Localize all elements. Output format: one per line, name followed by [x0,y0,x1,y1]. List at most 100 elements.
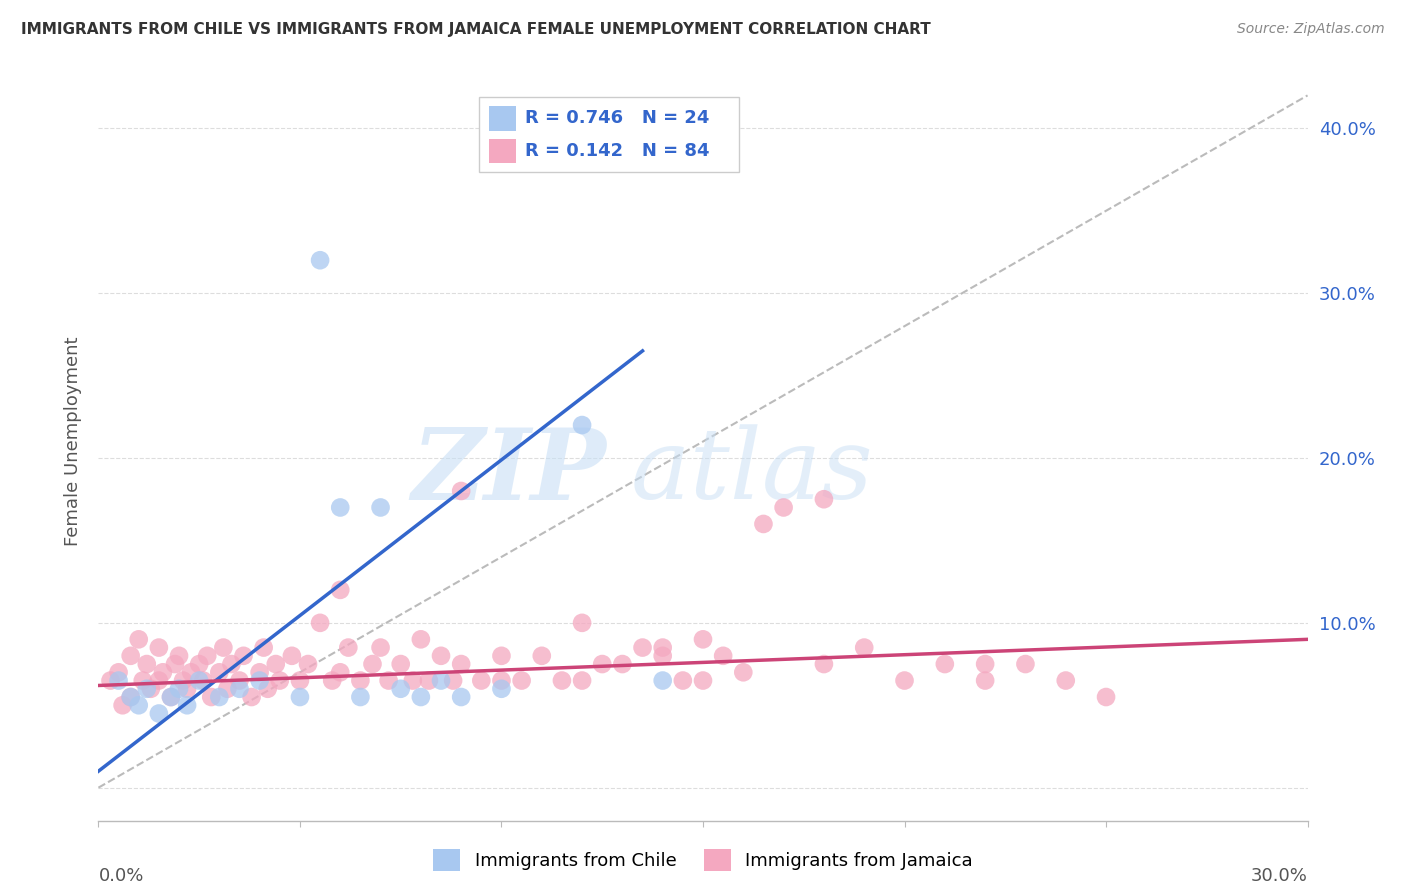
Point [120,690,142,704]
Point [329,665,352,680]
Point [772,500,794,515]
Point [176,698,198,713]
Point [240,690,263,704]
Point [148,673,170,688]
Point [470,673,492,688]
Point [256,681,278,696]
Point [217,681,239,696]
Point [228,681,250,696]
Point [337,640,360,655]
Point [176,681,198,696]
Point [591,657,613,671]
Text: 30.0%: 30.0% [1251,867,1308,885]
Point [430,673,453,688]
Point [692,632,714,647]
Point [409,632,432,647]
Point [228,673,250,688]
Point [571,615,593,630]
Point [491,681,513,696]
Bar [489,139,516,163]
Point [120,648,142,663]
Point [491,648,513,663]
Point [208,690,231,704]
Point [195,648,218,663]
Point [813,657,835,671]
Point [389,681,412,696]
Point [402,673,425,688]
Point [269,673,291,688]
Point [711,648,734,663]
Point [249,673,271,688]
Text: R = 0.142   N = 84: R = 0.142 N = 84 [526,142,710,161]
Text: ZIP: ZIP [412,424,606,520]
FancyBboxPatch shape [479,96,740,172]
Point [853,640,876,655]
Point [100,673,122,688]
Point [361,657,384,671]
Point [135,657,157,671]
Y-axis label: Female Unemployment: Female Unemployment [63,337,82,546]
Point [430,648,453,663]
Point [160,690,183,704]
Point [571,673,593,688]
Point [188,673,211,688]
Legend: Immigrants from Chile, Immigrants from Jamaica: Immigrants from Chile, Immigrants from J… [426,842,980,879]
Point [160,690,183,704]
Point [1095,690,1118,704]
Point [1054,673,1077,688]
Point [180,665,202,680]
Point [200,690,222,704]
Point [120,690,142,704]
Point [288,673,311,688]
Point [167,681,190,696]
Point [571,418,593,433]
Point [188,657,211,671]
Point [264,657,287,671]
Point [672,673,695,688]
Point [1014,657,1036,671]
Point [733,665,755,680]
Point [409,690,432,704]
Point [281,648,304,663]
Point [148,640,170,655]
Point [297,657,319,671]
Point [370,640,392,655]
Point [349,673,371,688]
Point [651,673,673,688]
Point [107,665,129,680]
Point [132,673,155,688]
Point [208,665,231,680]
Text: 0.0%: 0.0% [98,867,143,885]
Point [329,582,352,597]
Point [752,516,775,531]
Point [418,673,440,688]
Point [111,698,134,713]
Point [163,657,186,671]
Point [491,673,513,688]
Text: Source: ZipAtlas.com: Source: ZipAtlas.com [1237,22,1385,37]
Point [288,690,311,704]
Point [389,657,412,671]
Point [441,673,464,688]
Point [152,665,174,680]
Point [893,673,915,688]
Point [212,640,235,655]
Point [612,657,634,671]
Point [128,698,150,713]
Point [321,673,343,688]
Point [450,483,472,498]
Point [974,673,997,688]
Point [370,500,392,515]
Point [221,657,243,671]
Point [974,657,997,671]
Point [813,492,835,507]
Point [934,657,956,671]
Point [530,648,553,663]
Point [551,673,574,688]
Point [651,648,673,663]
Point [135,681,157,696]
Point [139,681,162,696]
Point [148,706,170,721]
Point [377,673,399,688]
Point [128,632,150,647]
